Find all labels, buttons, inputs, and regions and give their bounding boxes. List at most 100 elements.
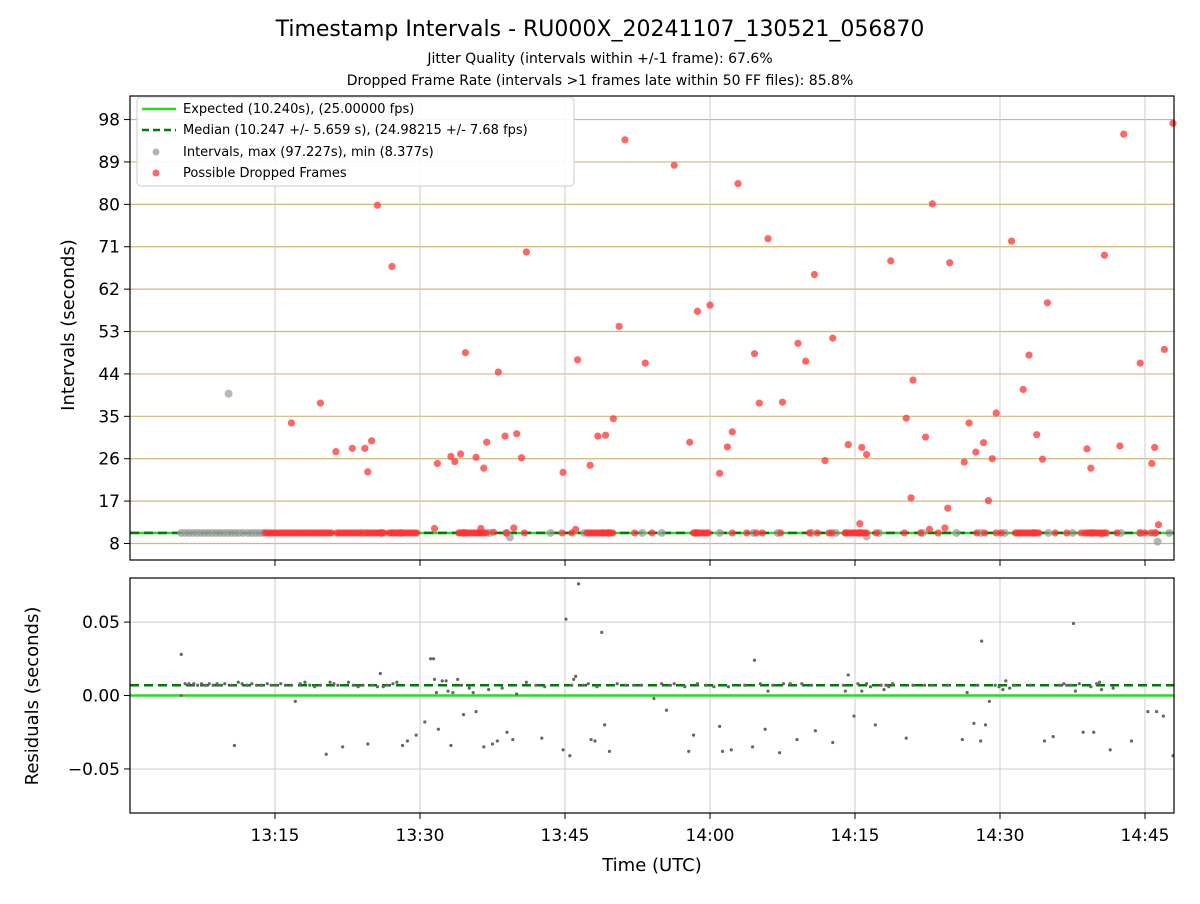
dropped-frame-point <box>389 529 396 536</box>
residual-point <box>525 681 528 684</box>
legend-intervals-marker <box>153 149 160 156</box>
residual-point <box>593 739 596 742</box>
residual-point <box>250 682 253 685</box>
dropped-frame-point <box>1033 431 1040 438</box>
dropped-frame-point <box>1044 299 1051 306</box>
residual-point <box>891 682 894 685</box>
residual-point <box>1162 714 1165 717</box>
dropped-frame-point <box>1120 131 1127 138</box>
dropped-frame-point <box>317 400 324 407</box>
residual-point <box>386 684 389 687</box>
residual-point <box>590 738 593 741</box>
dropped-frame-point <box>935 529 942 536</box>
residual-point <box>433 678 436 681</box>
residual-point <box>223 682 226 685</box>
dropped-frame-point <box>941 524 948 531</box>
residual-point <box>482 745 485 748</box>
residual-point <box>319 684 322 687</box>
dropped-frame-point <box>989 455 996 462</box>
legend-median-label: Median (10.247 +/- 5.659 s), (24.98215 +… <box>183 123 528 138</box>
dropped-frame-point <box>873 529 880 536</box>
dropped-frame-point <box>811 271 818 278</box>
dropped-frame-point <box>610 415 617 422</box>
dropped-frame-point <box>926 526 933 533</box>
top-y-tick-label: 17 <box>98 492 120 512</box>
residual-point <box>501 687 504 690</box>
dropped-frame-point <box>729 428 736 435</box>
residual-point <box>1100 688 1103 691</box>
residual-point <box>474 710 477 713</box>
residual-point <box>429 657 432 660</box>
residual-point <box>721 750 724 753</box>
residual-point <box>887 685 890 688</box>
residual-point <box>616 682 619 685</box>
bottom-y-tick-label: −0.05 <box>68 760 120 780</box>
dropped-frame-point <box>374 202 381 209</box>
residual-point <box>564 618 567 621</box>
dropped-frame-point <box>461 529 468 536</box>
residual-point <box>705 684 708 687</box>
residual-point <box>255 684 258 687</box>
residual-point <box>600 631 603 634</box>
residual-point <box>979 739 982 742</box>
residual-point <box>534 684 537 687</box>
residual-point <box>595 685 598 688</box>
residual-point <box>543 685 546 688</box>
residual-point <box>233 744 236 747</box>
dropped-frame-point <box>821 457 828 464</box>
residual-point <box>379 672 382 675</box>
residual-point <box>441 679 444 682</box>
dropped-frame-point <box>501 433 508 440</box>
residual-point <box>415 734 418 737</box>
residual-point <box>810 684 813 687</box>
dropped-frame-point <box>794 340 801 347</box>
residual-point <box>382 685 385 688</box>
dropped-frame-point <box>980 439 987 446</box>
residual-point <box>771 684 774 687</box>
residual-point <box>640 684 643 687</box>
dropped-frame-point <box>431 525 438 532</box>
residual-point <box>1043 739 1046 742</box>
dropped-frame-point <box>922 433 929 440</box>
dropped-frame-point <box>1116 442 1123 449</box>
dropped-frame-point <box>1052 529 1059 536</box>
residual-point <box>435 691 438 694</box>
dropped-frame-point <box>559 469 566 476</box>
dropped-frame-point <box>1103 529 1110 536</box>
dropped-frame-point <box>648 529 655 536</box>
dropped-frame-point <box>756 400 763 407</box>
interval-point <box>225 390 233 398</box>
residual-point <box>446 689 449 692</box>
residual-point <box>487 688 490 691</box>
dropped-frame-point <box>477 525 484 532</box>
residual-point <box>577 582 580 585</box>
dropped-frame-point <box>729 529 736 536</box>
residual-point <box>437 728 440 731</box>
residual-point <box>842 684 845 687</box>
residual-point <box>1072 622 1075 625</box>
residual-point <box>180 653 183 656</box>
top-y-tick-label: 53 <box>98 323 120 343</box>
residual-point <box>800 682 803 685</box>
residual-point <box>997 685 1000 688</box>
x-tick-label: 13:45 <box>541 826 590 846</box>
dropped-frame-point <box>434 460 441 467</box>
dropped-frame-point <box>1155 521 1162 528</box>
residual-point <box>1028 684 1031 687</box>
top-y-tick-label: 98 <box>98 111 120 131</box>
residual-point <box>230 684 233 687</box>
dropped-frame-point <box>559 529 566 536</box>
dropped-frame-point <box>521 529 528 536</box>
dropped-frame-point <box>1025 351 1032 358</box>
residual-point <box>456 678 459 681</box>
residual-point <box>880 684 883 687</box>
residual-point <box>844 689 847 692</box>
dropped-frame-point <box>332 448 339 455</box>
residual-point <box>730 748 733 751</box>
residual-point <box>449 744 452 747</box>
dropped-frame-point <box>462 349 469 356</box>
dropped-frame-point <box>1152 529 1159 536</box>
residual-point <box>496 739 499 742</box>
residual-point <box>860 689 863 692</box>
residual-point <box>847 673 850 676</box>
